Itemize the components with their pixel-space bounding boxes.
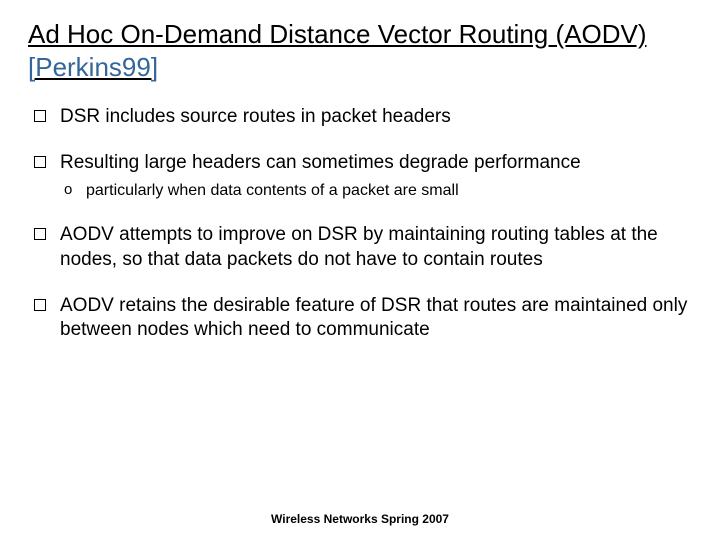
bullet-item: Resulting large headers can sometimes de… [28,151,692,201]
title-main-text: Ad Hoc On-Demand Distance Vector Routing… [28,19,646,49]
bullet-item: AODV attempts to improve on DSR by maint… [28,223,692,272]
bullet-text: AODV attempts to improve on DSR by maint… [60,224,658,269]
bullet-item: DSR includes source routes in packet hea… [28,105,692,129]
title-reference: [Perkins99] [28,52,158,82]
sub-bullet-item: particularly when data contents of a pac… [60,180,692,202]
bullet-item: AODV retains the desirable feature of DS… [28,294,692,343]
bullet-text: DSR includes source routes in packet hea… [60,106,451,127]
slide-footer: Wireless Networks Spring 2007 [0,512,720,526]
sub-bullet-list: particularly when data contents of a pac… [60,180,692,202]
bullet-list: DSR includes source routes in packet hea… [28,105,692,342]
bullet-text: AODV retains the desirable feature of DS… [60,295,687,340]
slide-title: Ad Hoc On-Demand Distance Vector Routing… [28,18,692,83]
sub-bullet-text: particularly when data contents of a pac… [86,182,459,199]
bullet-text: Resulting large headers can sometimes de… [60,152,581,173]
